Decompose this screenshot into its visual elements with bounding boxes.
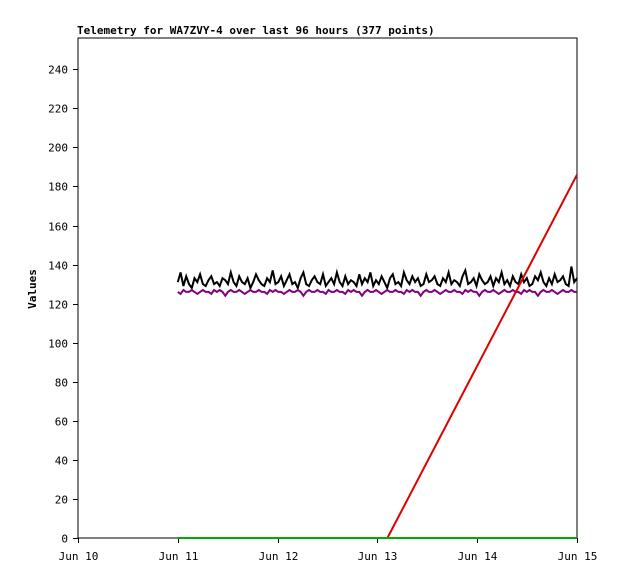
y-axis-label: Values <box>26 269 39 309</box>
x-tick-label: Jun 12 <box>259 550 299 563</box>
x-tick-label: Jun 14 <box>458 550 498 563</box>
chart-title: Telemetry for WA7ZVY-4 over last 96 hour… <box>77 24 435 37</box>
series-line-1 <box>176 266 578 291</box>
y-tick-label: 60 <box>55 416 68 429</box>
y-tick-label: 240 <box>48 64 68 77</box>
y-tick-label: 80 <box>55 377 68 390</box>
x-tick-label: Jun 11 <box>159 550 199 563</box>
x-tick-label: Jun 13 <box>358 550 398 563</box>
x-tick-label: Jun 15 <box>558 550 598 563</box>
y-tick-label: 200 <box>48 142 68 155</box>
y-tick-label: 100 <box>48 338 68 351</box>
y-tick-label: 220 <box>48 103 68 116</box>
y-tick-label: 140 <box>48 260 68 273</box>
y-tick-label: 120 <box>48 299 68 312</box>
y-tick-label: 160 <box>48 221 68 234</box>
series-line-2 <box>177 288 577 298</box>
plot-frame <box>77 37 578 539</box>
y-tick-label: 20 <box>55 494 68 507</box>
x-axis-ticks: Jun 10 Jun 11 Jun 12 Jun 13 Jun 14 Jun 15 <box>59 538 598 563</box>
series-line-3 <box>386 174 578 539</box>
y-tick-label: 0 <box>61 533 68 546</box>
series-layer <box>176 174 578 539</box>
y-tick-label: 180 <box>48 181 68 194</box>
x-tick-label: Jun 10 <box>59 550 99 563</box>
y-tick-label: 40 <box>55 455 68 468</box>
y-axis-ticks: 0 20 40 60 80 100 120 140 160 180 200 220 240 <box>48 64 78 546</box>
